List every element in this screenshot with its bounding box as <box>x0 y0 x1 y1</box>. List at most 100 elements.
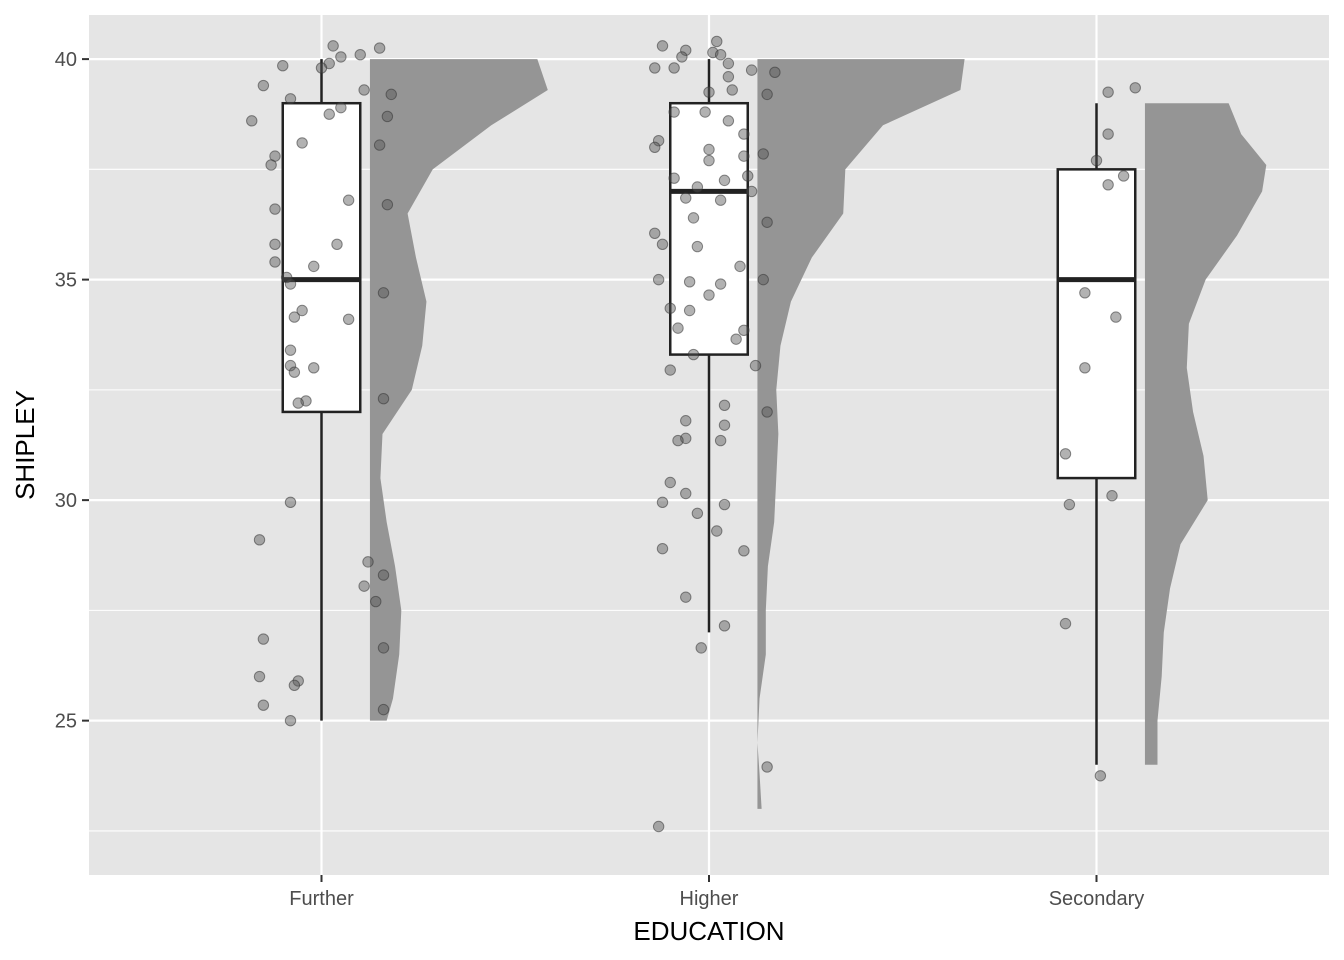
data-point <box>726 84 738 96</box>
data-point <box>377 569 390 581</box>
y-axis: 25 30 35 40 <box>55 49 89 733</box>
data-point <box>649 227 661 240</box>
data-point <box>292 675 304 687</box>
data-point <box>284 496 297 509</box>
data-point <box>672 434 684 447</box>
data-point <box>730 333 742 345</box>
x-axis: Further Higher Secondary <box>289 875 1144 910</box>
data-point <box>269 203 281 215</box>
x-axis-title: EDUCATION <box>633 916 784 946</box>
data-point <box>769 66 781 79</box>
data-point <box>253 534 266 546</box>
data-point <box>672 322 684 334</box>
group-secondary <box>1056 82 1267 782</box>
data-point <box>335 51 347 63</box>
data-point <box>1117 170 1130 182</box>
data-point <box>284 278 297 290</box>
group-further <box>246 40 548 727</box>
x-tick-label: Further <box>289 888 354 910</box>
data-point <box>342 313 355 326</box>
data-point <box>377 642 390 654</box>
data-point <box>664 476 676 489</box>
data-point <box>761 216 773 228</box>
box-higher <box>669 101 749 356</box>
data-point <box>668 106 680 118</box>
data-point <box>722 71 735 83</box>
data-point <box>722 57 735 70</box>
data-point <box>1102 128 1114 140</box>
data-point <box>373 42 386 54</box>
data-point <box>362 556 374 568</box>
data-point <box>377 703 390 716</box>
data-point <box>1079 362 1091 374</box>
data-point <box>296 137 308 149</box>
data-point <box>308 362 320 374</box>
data-point <box>722 115 735 127</box>
data-point <box>734 260 746 273</box>
data-point <box>714 194 727 206</box>
data-point <box>652 820 665 833</box>
data-point <box>358 84 370 96</box>
data-point <box>683 304 696 317</box>
data-point <box>687 212 700 224</box>
data-point <box>1106 490 1118 502</box>
data-point <box>668 62 680 74</box>
data-point <box>257 699 270 711</box>
data-point <box>373 139 386 151</box>
box-secondary <box>1056 168 1137 480</box>
data-point <box>1102 179 1114 191</box>
data-point <box>680 591 692 603</box>
data-point <box>742 170 754 182</box>
data-point <box>757 148 769 160</box>
data-point <box>377 392 390 405</box>
data-point <box>269 238 281 251</box>
data-point <box>699 106 711 118</box>
data-point <box>738 128 750 140</box>
data-point <box>718 399 731 412</box>
data-point <box>656 542 669 555</box>
data-point <box>1129 82 1141 94</box>
data-point <box>284 359 297 372</box>
data-point <box>1094 770 1107 782</box>
data-point <box>284 93 297 105</box>
data-point <box>335 101 347 114</box>
data-point <box>687 348 700 361</box>
y-tick-label: 25 <box>55 711 77 733</box>
y-tick-label: 35 <box>55 270 77 292</box>
data-point <box>652 273 665 286</box>
data-point <box>327 40 339 52</box>
data-point <box>292 397 304 409</box>
data-point <box>691 507 704 520</box>
density-further <box>369 59 548 721</box>
data-point <box>761 88 773 101</box>
data-point <box>649 141 661 154</box>
data-point <box>703 289 715 301</box>
data-point <box>652 134 665 147</box>
data-point <box>1102 86 1114 98</box>
data-point <box>265 159 277 171</box>
density-higher <box>757 59 965 809</box>
data-point <box>323 108 335 120</box>
data-point <box>1110 311 1122 323</box>
data-point <box>381 198 394 211</box>
data-point <box>354 48 366 61</box>
data-point <box>358 580 370 592</box>
data-point <box>288 311 301 323</box>
data-point <box>257 633 270 645</box>
data-point <box>370 595 382 608</box>
data-point <box>711 35 723 48</box>
data-point <box>246 115 258 127</box>
data-point <box>296 304 308 317</box>
data-point <box>711 525 723 537</box>
data-point <box>680 415 692 427</box>
data-point <box>691 240 704 253</box>
data-point <box>676 51 688 63</box>
x-tick-label: Secondary <box>1049 888 1145 910</box>
data-point <box>703 143 715 156</box>
data-point <box>284 714 297 727</box>
data-point <box>1059 448 1072 460</box>
data-point <box>377 287 390 299</box>
data-point <box>288 679 301 692</box>
data-point <box>1059 617 1072 630</box>
